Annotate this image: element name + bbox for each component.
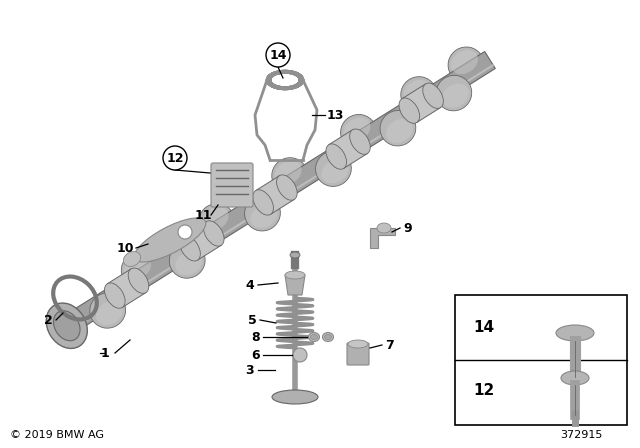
Ellipse shape <box>175 251 202 275</box>
Ellipse shape <box>448 47 484 82</box>
Ellipse shape <box>54 311 80 341</box>
Text: © 2019 BMW AG: © 2019 BMW AG <box>10 430 104 440</box>
Text: 2: 2 <box>44 314 52 327</box>
Ellipse shape <box>275 161 301 185</box>
Ellipse shape <box>436 75 472 111</box>
Ellipse shape <box>442 84 469 108</box>
Ellipse shape <box>308 332 319 341</box>
Text: 12: 12 <box>473 383 494 397</box>
Text: 13: 13 <box>326 108 344 121</box>
FancyBboxPatch shape <box>347 343 369 365</box>
FancyBboxPatch shape <box>211 163 253 207</box>
Ellipse shape <box>170 243 205 278</box>
Ellipse shape <box>377 223 391 233</box>
Ellipse shape <box>399 98 420 123</box>
Text: 5: 5 <box>248 314 257 327</box>
Ellipse shape <box>90 293 125 328</box>
Ellipse shape <box>250 204 278 228</box>
Ellipse shape <box>401 77 436 112</box>
Ellipse shape <box>124 255 151 280</box>
Ellipse shape <box>326 144 346 169</box>
Text: 8: 8 <box>252 331 260 344</box>
Ellipse shape <box>134 218 206 262</box>
Ellipse shape <box>321 159 349 183</box>
Text: 7: 7 <box>386 339 394 352</box>
Polygon shape <box>285 275 305 295</box>
Polygon shape <box>370 228 395 248</box>
Ellipse shape <box>343 117 371 142</box>
Text: 12: 12 <box>166 151 184 164</box>
Ellipse shape <box>323 332 333 341</box>
Ellipse shape <box>561 371 589 385</box>
Ellipse shape <box>285 271 305 279</box>
Ellipse shape <box>386 119 413 143</box>
Ellipse shape <box>451 50 478 74</box>
Polygon shape <box>329 130 367 168</box>
Circle shape <box>178 225 192 239</box>
Text: 6: 6 <box>252 349 260 362</box>
Polygon shape <box>182 222 221 260</box>
Ellipse shape <box>348 340 368 348</box>
Polygon shape <box>108 269 146 307</box>
Text: 4: 4 <box>246 279 254 292</box>
Polygon shape <box>402 84 440 122</box>
Ellipse shape <box>104 283 125 308</box>
Ellipse shape <box>404 80 431 104</box>
Text: 10: 10 <box>116 241 134 254</box>
Text: 14: 14 <box>473 319 494 335</box>
Ellipse shape <box>290 252 300 258</box>
Text: 9: 9 <box>404 221 412 234</box>
Polygon shape <box>54 52 495 339</box>
Ellipse shape <box>253 190 273 215</box>
Ellipse shape <box>180 236 200 261</box>
Ellipse shape <box>124 251 141 267</box>
Ellipse shape <box>340 115 376 150</box>
Polygon shape <box>256 176 294 214</box>
Text: 11: 11 <box>195 208 212 221</box>
Bar <box>455 295 627 425</box>
Ellipse shape <box>128 268 149 293</box>
Ellipse shape <box>272 158 308 193</box>
Text: 1: 1 <box>100 346 109 359</box>
Text: 14: 14 <box>269 48 287 61</box>
Ellipse shape <box>310 335 317 340</box>
Ellipse shape <box>349 129 371 154</box>
Text: 372915: 372915 <box>560 430 602 440</box>
Ellipse shape <box>316 151 351 186</box>
Ellipse shape <box>96 301 123 325</box>
Circle shape <box>163 146 187 170</box>
Ellipse shape <box>272 390 318 404</box>
Text: 3: 3 <box>246 363 254 376</box>
Ellipse shape <box>244 195 280 231</box>
Ellipse shape <box>380 111 416 146</box>
Ellipse shape <box>202 207 228 231</box>
Ellipse shape <box>46 303 87 349</box>
Ellipse shape <box>276 175 297 200</box>
Ellipse shape <box>198 203 234 239</box>
Ellipse shape <box>556 325 594 341</box>
Ellipse shape <box>122 252 157 288</box>
Ellipse shape <box>423 83 444 108</box>
Circle shape <box>266 43 290 67</box>
Ellipse shape <box>324 335 332 340</box>
Ellipse shape <box>204 221 224 246</box>
Ellipse shape <box>293 348 307 362</box>
